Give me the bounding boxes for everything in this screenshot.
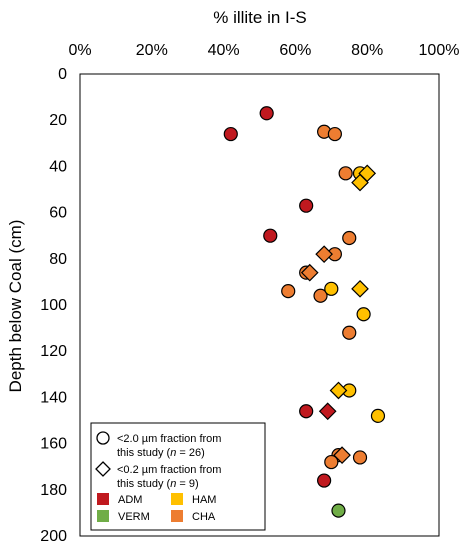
y-tick-label: 200 — [40, 528, 67, 545]
legend-swatch-cha — [171, 510, 183, 522]
legend-circle-line1: <2.0 µm fraction from — [117, 433, 221, 445]
point-cha-circle — [342, 325, 357, 340]
y-tick-label: 100 — [40, 297, 67, 314]
y-tick-label: 160 — [40, 436, 67, 453]
x-tick-label: 40% — [208, 42, 240, 59]
legend-circle-line2: this study (n = 26) — [117, 447, 205, 459]
legend-swatch-verm — [97, 510, 109, 522]
point-cha-circle — [338, 166, 353, 181]
point-ham-diamond — [351, 279, 369, 298]
point-cha-circle — [281, 284, 296, 299]
y-tick-label: 40 — [49, 158, 67, 175]
point-adm-diamond — [318, 402, 337, 421]
x-tick-labels: 0% 20% 40% 60% 80% 100% — [68, 42, 459, 59]
y-tick-label: 20 — [49, 112, 67, 129]
x-tick-label: 0% — [68, 42, 91, 59]
point-adm-circle — [223, 126, 238, 142]
y-tick-labels: 0 20 40 60 80 100 120 140 160 180 200 — [40, 66, 67, 545]
y-tick-label: 120 — [40, 343, 67, 360]
x-axis-title: % illite in I-S — [213, 8, 307, 27]
legend-label-verm: VERM — [118, 511, 150, 523]
point-cha-circle — [327, 126, 342, 142]
y-tick-label: 60 — [49, 205, 67, 222]
x-tick-label: 60% — [279, 42, 311, 59]
plot-area — [79, 73, 440, 537]
legend: <2.0 µm fraction from this study (n = 26… — [90, 422, 266, 531]
legend-circle-marker — [96, 431, 110, 445]
point-adm-circle — [259, 106, 274, 121]
point-cha-circle — [342, 230, 357, 246]
point-adm-circle — [263, 228, 278, 243]
point-adm-circle — [317, 473, 332, 488]
x-tick-label: 100% — [419, 42, 460, 59]
point-adm-circle — [299, 404, 314, 419]
y-tick-label: 140 — [40, 389, 67, 406]
legend-label-adm: ADM — [118, 494, 142, 506]
point-ham-diamond — [329, 381, 348, 400]
legend-diamond-line2: this study (n = 9) — [117, 478, 199, 490]
point-cha-circle — [313, 288, 328, 303]
point-ham-diamond — [351, 173, 369, 192]
legend-swatch-ham — [171, 493, 183, 505]
y-axis-title: Depth below Coal (cm) — [6, 220, 25, 393]
legend-diamond-line1: <0.2 µm fraction from — [117, 464, 221, 476]
point-ham-circle — [370, 408, 386, 423]
legend-diamond-marker — [95, 461, 111, 477]
point-cha-circle — [324, 454, 339, 470]
x-tick-label: 80% — [351, 42, 383, 59]
point-adm-circle — [299, 198, 314, 213]
point-verm-circle — [331, 503, 346, 518]
point-cha-diamond — [315, 245, 333, 264]
point-cha-diamond — [333, 446, 351, 464]
legend-label-cha: CHA — [192, 511, 216, 523]
point-cha-diamond — [300, 263, 319, 282]
point-cha-circle — [352, 450, 368, 465]
y-tick-label: 80 — [49, 251, 67, 268]
data-points — [223, 106, 386, 518]
point-ham-circle — [356, 307, 371, 322]
point-ham-circle — [324, 281, 339, 296]
legend-swatch-adm — [97, 493, 109, 505]
y-tick-label: 0 — [58, 66, 67, 83]
legend-label-ham: HAM — [192, 494, 216, 506]
x-tick-label: 20% — [136, 42, 168, 59]
y-tick-label: 180 — [40, 482, 67, 499]
